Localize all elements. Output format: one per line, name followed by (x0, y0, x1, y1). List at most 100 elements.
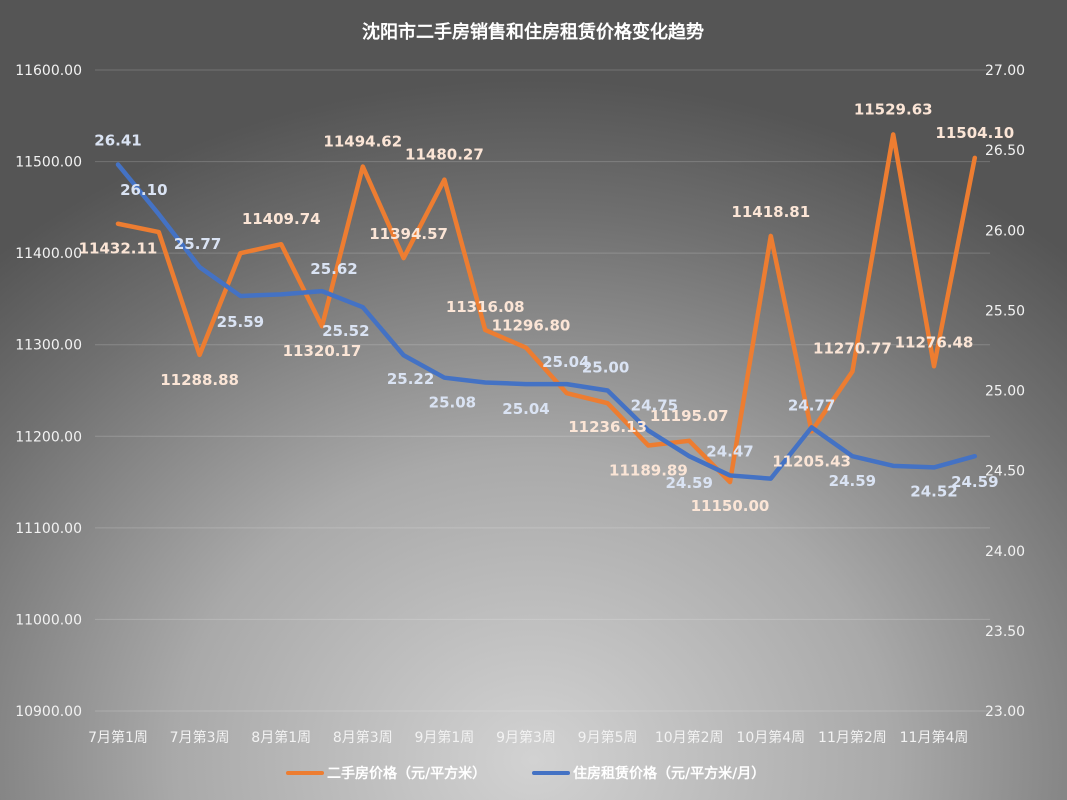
right-tick-label: 23.50 (985, 624, 1025, 640)
resale-point (525, 346, 527, 349)
right-axis-ticks: 23.00 23.50 24.00 24.50 25.00 25.50 26.00 26.50… (985, 63, 1025, 720)
resale-data-label: 11409.74 (242, 210, 321, 228)
resale-data-label: 11205.43 (772, 452, 851, 470)
left-tick-label: 11400.00 (15, 246, 82, 262)
rent-point (402, 354, 405, 357)
resale-point (647, 444, 650, 447)
rent-data-label: 25.59 (217, 313, 264, 331)
resale-data-label: 11529.63 (854, 100, 933, 118)
chart-title: 沈阳市二手房销售和住房租赁价格变化趋势 (362, 21, 704, 43)
rent-point (525, 383, 527, 386)
left-tick-label: 11300.00 (15, 338, 82, 354)
x-tick-label: 9月第1周 (414, 729, 474, 746)
x-tick-label: 9月第5周 (578, 729, 638, 746)
left-tick-label: 11500.00 (15, 155, 82, 171)
right-tick-label: 24.00 (985, 544, 1025, 560)
rent-data-label: 25.08 (429, 394, 476, 412)
resale-data-label: 11276.48 (895, 333, 974, 351)
resale-point (769, 234, 772, 237)
resale-point (321, 325, 323, 328)
rent-point (851, 455, 854, 458)
resale-point (280, 243, 283, 246)
rent-point (321, 290, 323, 293)
rent-point (933, 466, 935, 469)
x-tick-label: 9月第3周 (496, 729, 556, 746)
rent-point (769, 477, 772, 480)
legend-label-blue: 住房租赁价格（元/平方米/月） (573, 765, 765, 782)
rent-data-label: 24.75 (631, 397, 678, 415)
rent-point (892, 464, 895, 467)
rent-data-label: 25.04 (502, 400, 549, 418)
left-tick-label: 10900.00 (15, 704, 82, 720)
left-tick-label: 11200.00 (15, 429, 82, 445)
resale-data-label: 11288.88 (160, 371, 239, 389)
resale-point (565, 392, 568, 395)
resale-data-label: 11316.08 (446, 298, 525, 316)
x-axis-ticks: 7月第1周 7月第3周 8月第1周 8月第3周 9月第1周 9月第3周 9月第5周 10月第2… (88, 729, 968, 746)
right-tick-label: 27.00 (985, 63, 1025, 79)
resale-point (484, 328, 487, 331)
gridlines (95, 69, 990, 712)
left-axis-ticks: 10900.00 11000.00 11100.00 11200.00 11300.00… (15, 63, 82, 720)
resale-point (117, 222, 119, 225)
rent-data-label: 24.77 (788, 396, 835, 414)
resale-data-label: 11494.62 (323, 132, 402, 150)
resale-point (973, 156, 976, 159)
rent-data-label: 26.41 (94, 132, 141, 150)
resale-data-label: 11296.80 (492, 317, 571, 335)
resale-point (729, 481, 731, 484)
rent-data-label: 25.00 (582, 359, 629, 377)
x-tick-label: 8月第3周 (333, 729, 393, 746)
rent-data-label: 24.59 (951, 473, 998, 491)
resale-point (239, 252, 242, 255)
resale-data-label: 11432.11 (79, 240, 158, 258)
rent-data-label: 24.52 (910, 482, 957, 500)
resale-data-label: 11195.07 (650, 407, 729, 425)
rent-price-line (115, 162, 978, 481)
right-tick-label: 26.50 (985, 143, 1025, 159)
resale-data-label: 11189.89 (609, 462, 688, 480)
right-tick-label: 23.00 (985, 704, 1025, 720)
rent-point (565, 383, 568, 386)
x-tick-label: 11月第2周 (818, 729, 887, 746)
left-tick-label: 11100.00 (15, 521, 82, 537)
right-tick-label: 26.00 (985, 223, 1025, 239)
legend: 二手房价格（元/平方米） 住房租赁价格（元/平方米/月） (286, 765, 765, 782)
rent-data-label: 25.22 (387, 370, 434, 388)
rent-data-label: 25.62 (310, 260, 357, 278)
rent-point (280, 293, 283, 296)
right-tick-label: 25.50 (985, 303, 1025, 319)
resale-point (402, 257, 405, 260)
right-tick-label: 24.50 (985, 464, 1025, 480)
resale-point (933, 365, 935, 368)
resale-point (198, 353, 201, 356)
left-tick-label: 11600.00 (15, 63, 82, 79)
resale-point (157, 231, 160, 234)
series-lines (115, 132, 978, 485)
resale-data-label: 11418.81 (731, 203, 810, 221)
x-tick-label: 10月第2周 (655, 729, 724, 746)
rent-point (443, 376, 446, 379)
resale-data-label: 11394.57 (369, 225, 448, 243)
resale-data-label: 11150.00 (691, 497, 770, 515)
left-tick-label: 11000.00 (15, 612, 82, 628)
resale-point (443, 178, 446, 181)
rent-point (810, 426, 813, 429)
rent-point (117, 163, 119, 166)
rent-point (239, 294, 242, 297)
rent-data-label: 25.77 (174, 235, 221, 253)
rent-point (729, 474, 731, 477)
rent-point (688, 455, 691, 458)
x-tick-label: 8月第1周 (251, 729, 311, 746)
x-tick-label: 10月第4周 (736, 729, 805, 746)
rent-data-label: 24.47 (706, 442, 753, 460)
resale-point (688, 439, 691, 442)
rent-point (361, 306, 364, 309)
resale-data-label: 11320.17 (283, 342, 362, 360)
rent-data-label: 24.59 (665, 474, 712, 492)
resale-price-line (115, 132, 978, 485)
rent-data-label: 25.52 (322, 322, 369, 340)
data-labels: 11432.11 11288.88 11409.74 11320.17 11494.62… (79, 100, 1015, 515)
resale-point (851, 370, 854, 373)
